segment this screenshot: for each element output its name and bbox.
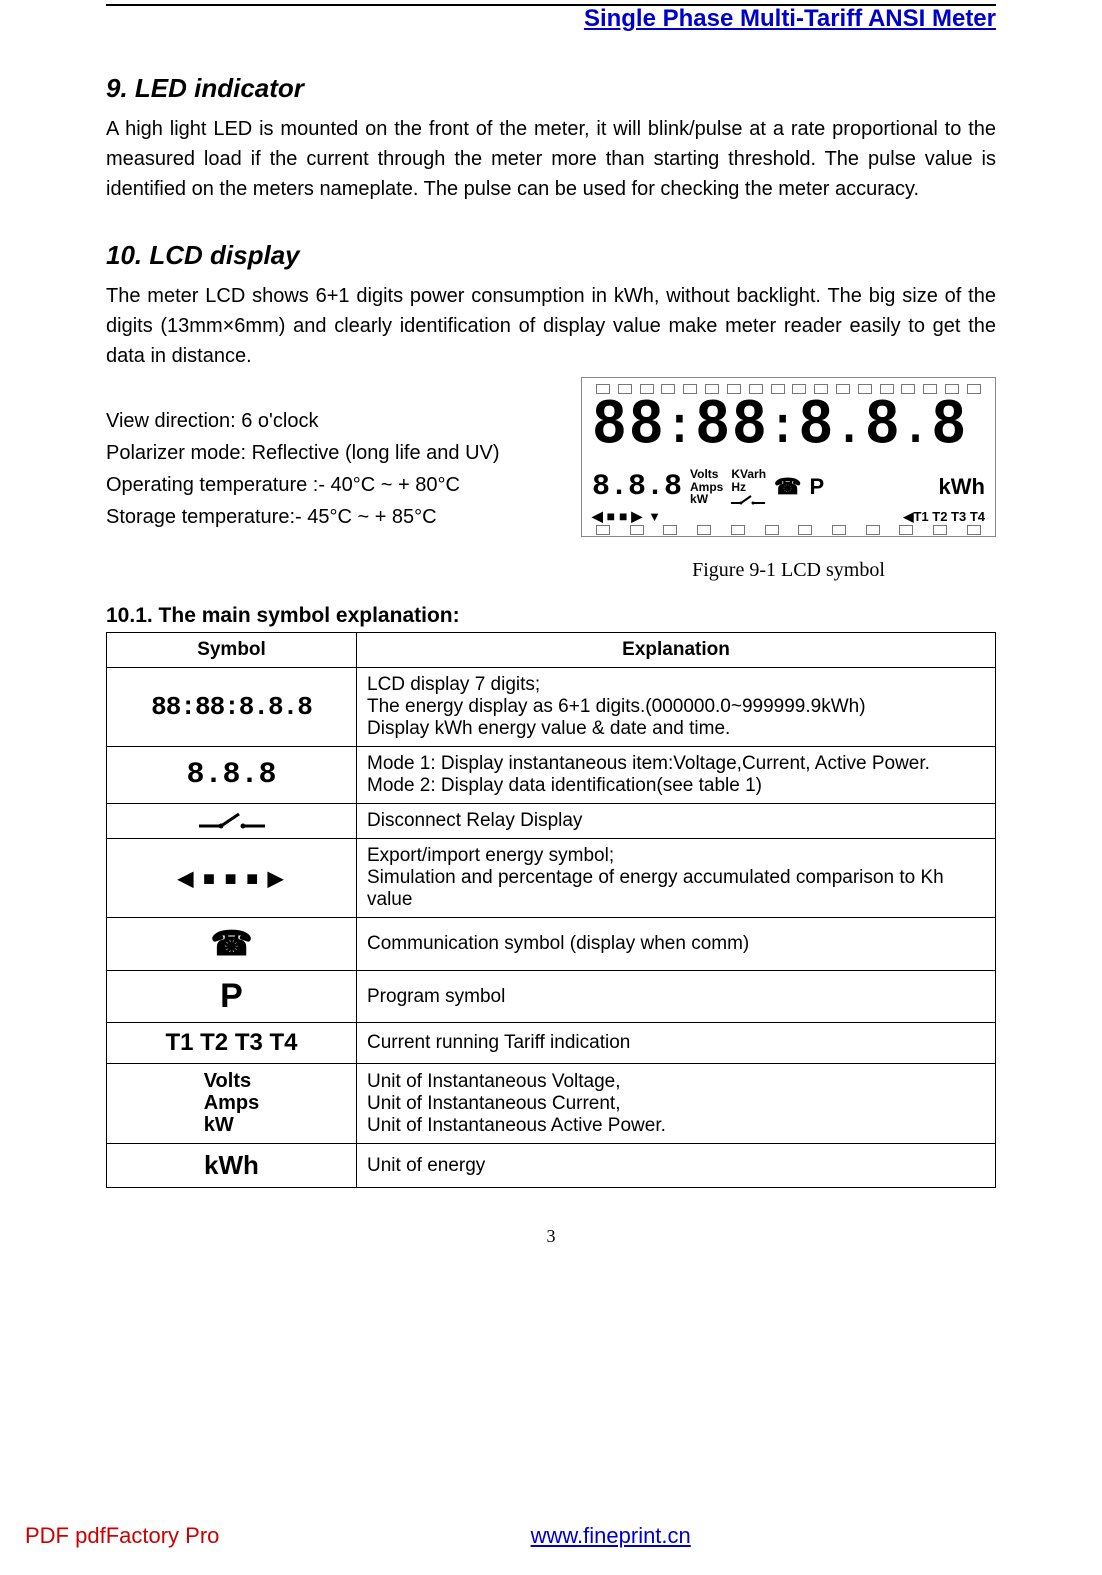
- program-icon: P: [809, 474, 824, 500]
- col-symbol: Symbol: [107, 633, 357, 668]
- relay-icon: [731, 495, 765, 505]
- table-row: 8.8.8Mode 1: Display instantaneous item:…: [107, 747, 996, 804]
- table-row: kWhUnit of energy: [107, 1144, 996, 1188]
- page-number: 3: [106, 1226, 996, 1247]
- table-row: T1 T2 T3 T4Current running Tariff indica…: [107, 1023, 996, 1064]
- lcd-spec-list: View direction: 6 o'clock Polarizer mode…: [106, 377, 561, 533]
- header-title: Single Phase Multi-Tariff ANSI Meter: [584, 5, 996, 32]
- section-10-body: The meter LCD shows 6+1 digits power con…: [106, 281, 996, 371]
- symbol-explanation-table: Symbol Explanation 88:88:8.8.8LCD displa…: [106, 632, 996, 1188]
- spec-operating-temp: Operating temperature :- 40°C ~ + 80°C: [106, 469, 561, 501]
- symbol-cell: ◀ ■ ■ ■ ▶: [107, 839, 357, 918]
- symbol-cell: 88:88:8.8.8: [107, 668, 357, 747]
- symbol-cell: kWh: [107, 1144, 357, 1188]
- lcd-figure-row: View direction: 6 o'clock Polarizer mode…: [106, 377, 996, 582]
- explanation-cell: Unit of energy: [357, 1144, 996, 1188]
- explanation-cell: LCD display 7 digits;The energy display …: [357, 668, 996, 747]
- footer-link-wrap: www.fineprint.cn: [159, 1523, 1062, 1549]
- explanation-cell: Communication symbol (display when comm): [357, 918, 996, 971]
- symbol-cell: T1 T2 T3 T4: [107, 1023, 357, 1064]
- lcd-main-digits: 88:88:8.8.8: [592, 398, 985, 462]
- page-header: Single Phase Multi-Tariff ANSI Meter: [106, 5, 996, 37]
- lcd-sub-row: 8.8.8 Volts Amps kW KVarh Hz ☎ P kWh: [592, 468, 985, 506]
- symbol-cell: [107, 804, 357, 839]
- spec-view-direction: View direction: 6 o'clock: [106, 405, 561, 437]
- footer-link[interactable]: www.fineprint.cn: [531, 1523, 691, 1548]
- col-explanation: Explanation: [357, 633, 996, 668]
- subsection-10-1-heading: 10.1. The main symbol explanation:: [106, 604, 996, 628]
- explanation-cell: Unit of Instantaneous Voltage,Unit of In…: [357, 1064, 996, 1144]
- table-row: P Program symbol: [107, 971, 996, 1023]
- explanation-cell: Program symbol: [357, 971, 996, 1023]
- lcd-illustration: 88:88:8.8.8 8.8.8 Volts Amps kW KVarh Hz…: [581, 377, 996, 537]
- lcd-bottom-row: ◀ ■ ■ ▶ ▼ ◀T1 T2 T3 T4: [592, 508, 985, 525]
- symbol-cell: P: [107, 971, 357, 1023]
- symbol-cell: 8.8.8: [107, 747, 357, 804]
- spec-storage-temp: Storage temperature:- 45°C ~ + 85°C: [106, 501, 561, 533]
- table-row: 88:88:8.8.8LCD display 7 digits;The ener…: [107, 668, 996, 747]
- table-row: VoltsAmpskWUnit of Instantaneous Voltage…: [107, 1064, 996, 1144]
- table-header-row: Symbol Explanation: [107, 633, 996, 668]
- explanation-cell: Current running Tariff indication: [357, 1023, 996, 1064]
- spec-polarizer: Polarizer mode: Reflective (long life an…: [106, 437, 561, 469]
- figure-caption: Figure 9-1 LCD symbol: [581, 559, 996, 582]
- lcd-figure-col: 88:88:8.8.8 8.8.8 Volts Amps kW KVarh Hz…: [581, 377, 996, 582]
- section-10-heading: 10. LCD display: [106, 240, 996, 271]
- explanation-cell: Disconnect Relay Display: [357, 804, 996, 839]
- lcd-arrow-down: ▼: [648, 509, 661, 524]
- lcd-unit-col1: Volts Amps kW: [690, 468, 723, 506]
- section-9-body: A high light LED is mounted on the front…: [106, 114, 996, 204]
- table-row: Disconnect Relay Display: [107, 804, 996, 839]
- explanation-cell: Export/import energy symbol;Simulation a…: [357, 839, 996, 918]
- lcd-kwh-label: kWh: [939, 474, 985, 500]
- explanation-cell: Mode 1: Display instantaneous item:Volta…: [357, 747, 996, 804]
- lcd-bottom-ticks: [592, 525, 985, 537]
- table-row: ◀ ■ ■ ■ ▶Export/import energy symbol;Sim…: [107, 839, 996, 918]
- page-footer: PDF pdfFactory Pro www.fineprint.cn: [0, 1523, 1102, 1549]
- section-9-heading: 9. LED indicator: [106, 73, 996, 104]
- page: Single Phase Multi-Tariff ANSI Meter 9. …: [0, 4, 1102, 1575]
- symbol-cell: ☎: [107, 918, 357, 971]
- symbol-cell: VoltsAmpskW: [107, 1064, 357, 1144]
- lcd-export-import: ◀ ■ ■ ▶: [592, 508, 642, 525]
- lcd-sub-digits: 8.8.8: [592, 470, 682, 504]
- lcd-unit-col2: KVarh Hz: [731, 468, 766, 506]
- table-row: ☎ Communication symbol (display when com…: [107, 918, 996, 971]
- lcd-tariff-indicators: ◀T1 T2 T3 T4: [903, 509, 985, 525]
- comm-icon: ☎: [774, 474, 801, 500]
